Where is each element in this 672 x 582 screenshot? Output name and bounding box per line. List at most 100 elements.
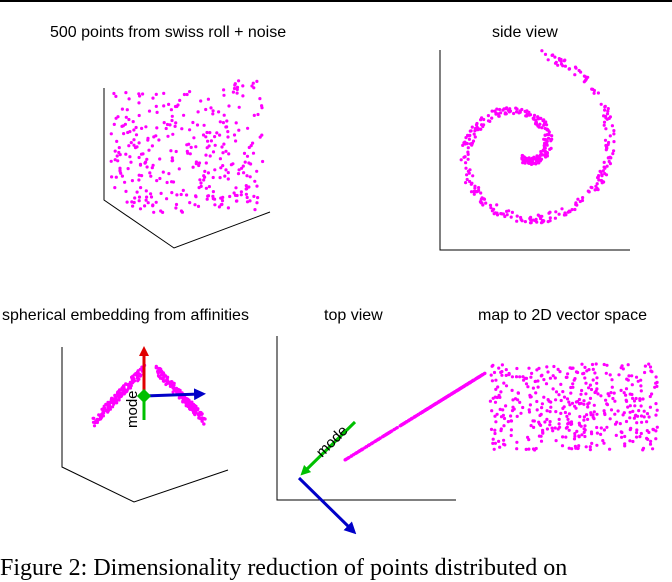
point — [247, 161, 251, 165]
point — [226, 177, 230, 181]
point — [162, 104, 166, 108]
point — [489, 427, 494, 431]
point — [204, 161, 208, 165]
point — [651, 447, 655, 451]
point — [152, 210, 156, 214]
point — [582, 415, 587, 419]
point — [639, 431, 643, 436]
point — [201, 133, 206, 137]
point — [596, 175, 600, 179]
point — [576, 446, 580, 451]
point — [182, 113, 186, 117]
point — [157, 374, 161, 379]
point — [200, 419, 204, 423]
point — [491, 441, 495, 445]
point — [607, 159, 611, 164]
point — [498, 407, 502, 411]
point — [370, 441, 374, 445]
point — [169, 381, 173, 385]
point — [125, 200, 129, 204]
point — [481, 125, 485, 129]
point — [148, 171, 152, 175]
point — [509, 215, 513, 219]
point — [150, 166, 154, 170]
point — [113, 186, 117, 190]
point — [602, 428, 607, 432]
point — [222, 93, 226, 97]
point — [596, 392, 600, 396]
point — [382, 434, 386, 438]
point — [248, 199, 252, 203]
point — [206, 139, 210, 143]
point — [184, 402, 188, 406]
point — [570, 447, 574, 451]
point — [472, 189, 476, 193]
point — [608, 447, 612, 451]
point — [488, 399, 492, 403]
point — [170, 191, 174, 195]
point — [577, 444, 581, 448]
point — [143, 204, 147, 208]
point — [514, 375, 519, 379]
point — [654, 375, 658, 379]
point — [518, 109, 522, 113]
point — [654, 413, 658, 417]
point — [508, 109, 513, 113]
point — [211, 112, 215, 116]
point — [584, 392, 588, 396]
point — [568, 366, 572, 370]
point — [602, 120, 607, 124]
point — [538, 413, 542, 418]
point — [628, 428, 632, 432]
point — [241, 84, 245, 88]
point — [145, 165, 149, 169]
point — [586, 417, 590, 421]
point — [162, 121, 166, 125]
point — [557, 212, 561, 216]
point — [108, 400, 112, 404]
point — [255, 79, 259, 83]
point — [165, 122, 170, 127]
point — [221, 121, 225, 125]
point — [549, 405, 553, 409]
point — [197, 411, 202, 416]
point — [155, 110, 159, 114]
point — [114, 175, 118, 179]
point — [630, 383, 634, 387]
point — [147, 148, 151, 152]
point — [620, 364, 624, 368]
point — [204, 135, 208, 139]
point — [167, 102, 171, 106]
point — [573, 432, 577, 436]
point — [159, 367, 163, 371]
point — [501, 108, 505, 112]
point — [193, 203, 197, 207]
point — [234, 186, 238, 190]
point — [367, 443, 371, 447]
point — [479, 191, 483, 195]
point — [502, 416, 507, 421]
point — [195, 123, 200, 127]
point — [475, 190, 479, 194]
top-rule — [0, 0, 672, 2]
point — [540, 126, 544, 130]
point — [149, 195, 154, 199]
point — [504, 373, 508, 377]
point — [196, 204, 201, 208]
point — [550, 134, 554, 138]
point — [559, 398, 563, 403]
point — [624, 393, 628, 397]
point — [232, 133, 237, 137]
point — [255, 201, 259, 205]
point — [174, 206, 178, 210]
point — [206, 97, 210, 101]
point — [413, 415, 417, 419]
point — [219, 166, 223, 170]
point — [544, 138, 548, 142]
point — [583, 434, 587, 439]
point — [241, 164, 245, 168]
point — [624, 398, 628, 402]
point — [539, 157, 544, 161]
point — [467, 137, 471, 141]
point — [556, 63, 560, 67]
